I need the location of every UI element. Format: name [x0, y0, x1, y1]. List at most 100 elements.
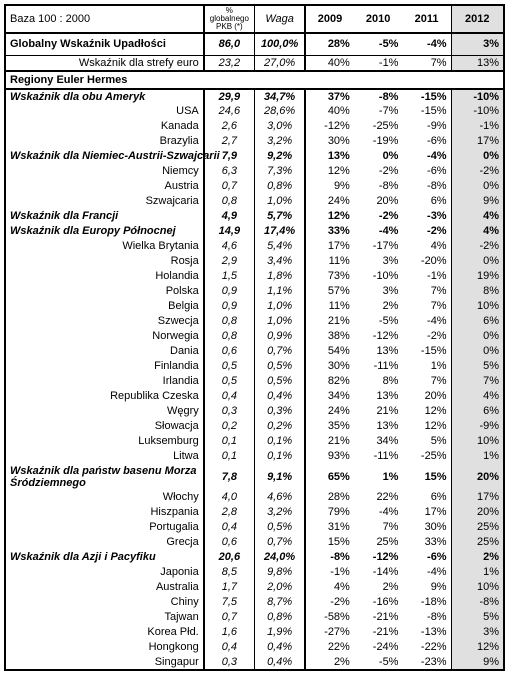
row-2011: 7%: [402, 299, 451, 314]
row-2010: -21%: [354, 610, 403, 625]
row-2011: -9%: [402, 119, 451, 134]
header-2009: 2009: [305, 5, 354, 33]
row-label: Tajwan: [5, 610, 204, 625]
row-waga: 0,7%: [254, 535, 305, 550]
row-label: Niemcy: [5, 164, 204, 179]
row-waga: 1,0%: [254, 299, 305, 314]
row-label: Szwecja: [5, 314, 204, 329]
row-2009: 57%: [305, 284, 354, 299]
row-2009: 79%: [305, 505, 354, 520]
row-waga: 1,8%: [254, 269, 305, 284]
group-2011: -3%: [402, 209, 451, 224]
row-2012: 1%: [451, 565, 504, 580]
group-2009: 33%: [305, 224, 354, 239]
row-pkb: 0,3: [204, 655, 255, 670]
euro-waga: 27,0%: [254, 55, 305, 71]
row-label: Republika Czeska: [5, 389, 204, 404]
row-2012: 8%: [451, 284, 504, 299]
row-2011: 9%: [402, 580, 451, 595]
row-2009: 15%: [305, 535, 354, 550]
row-label: Irlandia: [5, 374, 204, 389]
header-base: Baza 100 : 2000: [5, 5, 204, 33]
row-2010: -5%: [354, 314, 403, 329]
row-pkb: 0,1: [204, 449, 255, 464]
row-2012: 17%: [451, 134, 504, 149]
row-2011: -6%: [402, 164, 451, 179]
row-2010: -12%: [354, 329, 403, 344]
row-label: Litwa: [5, 449, 204, 464]
group-label: Wskaźnik dla Francji: [5, 209, 204, 224]
row-2009: -58%: [305, 610, 354, 625]
row-2009: 82%: [305, 374, 354, 389]
row-2011: 6%: [402, 194, 451, 209]
row-label: Grecja: [5, 535, 204, 550]
row-2009: 17%: [305, 239, 354, 254]
row-2009: 54%: [305, 344, 354, 359]
row-pkb: 24,6: [204, 104, 255, 119]
row-2011: -18%: [402, 595, 451, 610]
row-label: Szwajcaria: [5, 194, 204, 209]
row-2009: -2%: [305, 595, 354, 610]
group-waga: 34,7%: [254, 89, 305, 104]
row-pkb: 0,1: [204, 434, 255, 449]
row-2009: 11%: [305, 254, 354, 269]
row-pkb: 2,9: [204, 254, 255, 269]
row-2010: -4%: [354, 505, 403, 520]
row-waga: 1,0%: [254, 314, 305, 329]
row-2012: 6%: [451, 404, 504, 419]
row-2012: -9%: [451, 419, 504, 434]
row-2009: 2%: [305, 655, 354, 670]
row-pkb: 2,6: [204, 119, 255, 134]
row-label: Belgia: [5, 299, 204, 314]
row-2011: -4%: [402, 314, 451, 329]
row-2009: 9%: [305, 179, 354, 194]
row-2011: 5%: [402, 434, 451, 449]
header-pkb-bot: PKB (*): [209, 23, 250, 31]
row-2012: 5%: [451, 359, 504, 374]
global-2009: 28%: [305, 33, 354, 55]
euro-2009: 40%: [305, 55, 354, 71]
row-label: Rosja: [5, 254, 204, 269]
group-label: Wskaźnik dla obu Ameryk: [5, 89, 204, 104]
row-2009: 38%: [305, 329, 354, 344]
row-2011: -13%: [402, 625, 451, 640]
row-2011: -4%: [402, 565, 451, 580]
row-2010: 21%: [354, 404, 403, 419]
row-2010: 3%: [354, 284, 403, 299]
table-container: Baza 100 : 2000%globalnegoPKB (*)Waga200…: [0, 0, 509, 675]
euro-2010: -1%: [354, 55, 403, 71]
row-2011: -1%: [402, 269, 451, 284]
row-waga: 8,7%: [254, 595, 305, 610]
global-label: Globalny Wskaźnik Upadłości: [5, 33, 204, 55]
group-2011: 15%: [402, 464, 451, 490]
row-2012: 0%: [451, 254, 504, 269]
row-2012: 5%: [451, 610, 504, 625]
row-2012: 0%: [451, 179, 504, 194]
row-waga: 0,4%: [254, 640, 305, 655]
row-label: Polska: [5, 284, 204, 299]
group-2012: -10%: [451, 89, 504, 104]
row-waga: 0,1%: [254, 449, 305, 464]
row-pkb: 1,7: [204, 580, 255, 595]
row-waga: 3,0%: [254, 119, 305, 134]
row-2010: 13%: [354, 419, 403, 434]
row-2012: -8%: [451, 595, 504, 610]
row-waga: 0,1%: [254, 434, 305, 449]
row-2011: -22%: [402, 640, 451, 655]
row-label: Kanada: [5, 119, 204, 134]
row-2010: 2%: [354, 580, 403, 595]
row-2011: -25%: [402, 449, 451, 464]
row-pkb: 4,0: [204, 490, 255, 505]
header-2012: 2012: [451, 5, 504, 33]
row-pkb: 0,6: [204, 535, 255, 550]
row-waga: 0,3%: [254, 404, 305, 419]
row-2011: -8%: [402, 179, 451, 194]
row-2012: 3%: [451, 625, 504, 640]
row-2009: 24%: [305, 404, 354, 419]
row-pkb: 0,8: [204, 329, 255, 344]
row-2010: 2%: [354, 299, 403, 314]
row-waga: 0,5%: [254, 520, 305, 535]
group-label: Wskaźnik dla Niemiec-Austrii-Szwajcarii: [5, 149, 204, 164]
row-2010: 13%: [354, 389, 403, 404]
row-2011: 17%: [402, 505, 451, 520]
